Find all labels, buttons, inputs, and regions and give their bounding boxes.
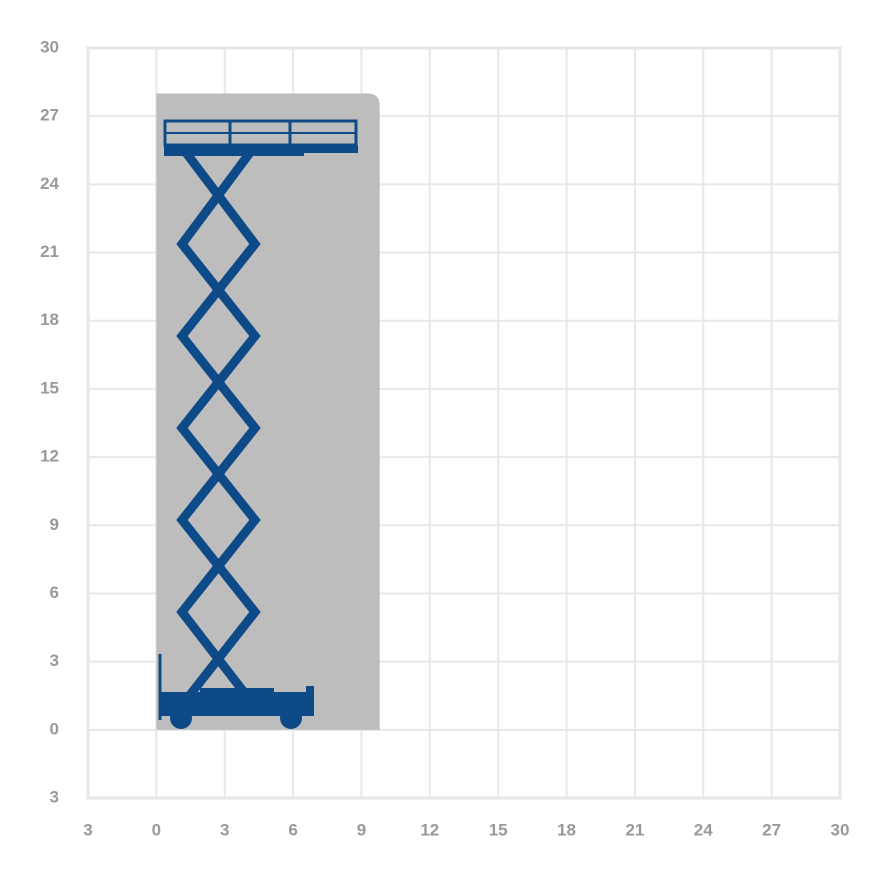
y-tick-label: 15: [40, 378, 59, 397]
chassis: [200, 688, 274, 694]
platform: [164, 145, 358, 153]
x-tick-label: 3: [220, 820, 229, 839]
chassis: [306, 686, 314, 716]
scissor-lift: [158, 119, 358, 729]
wheel: [170, 707, 192, 729]
x-tick-label: 21: [625, 820, 644, 839]
x-tick-label: 6: [288, 820, 297, 839]
y-tick-label: 21: [40, 242, 59, 261]
x-tick-label: 12: [420, 820, 439, 839]
y-tick-label: 0: [50, 719, 59, 738]
scissor-arm: [176, 147, 261, 703]
y-tick-label: 27: [40, 106, 59, 125]
x-tick-label: 3: [83, 820, 92, 839]
y-tick-label: 18: [40, 310, 59, 329]
y-tick-label: 30: [40, 37, 59, 56]
x-tick-label: 18: [557, 820, 576, 839]
platform: [164, 152, 304, 156]
x-tick-label: 15: [489, 820, 508, 839]
y-tick-label: 24: [40, 174, 59, 193]
y-tick-label: 3: [50, 787, 59, 806]
x-tick-label: 30: [831, 820, 850, 839]
y-tick-label: 6: [50, 583, 59, 602]
wheel: [280, 707, 302, 729]
scissor-arm: [176, 147, 261, 703]
y-tick-label: 9: [50, 515, 59, 534]
plot-frame: [86, 46, 842, 800]
y-tick-label: 12: [40, 447, 59, 466]
x-tick-label: 9: [357, 820, 366, 839]
x-tick-label: 0: [152, 820, 161, 839]
y-tick-label: 3: [50, 651, 59, 670]
x-tick-label: 27: [762, 820, 781, 839]
x-tick-label: 24: [694, 820, 713, 839]
